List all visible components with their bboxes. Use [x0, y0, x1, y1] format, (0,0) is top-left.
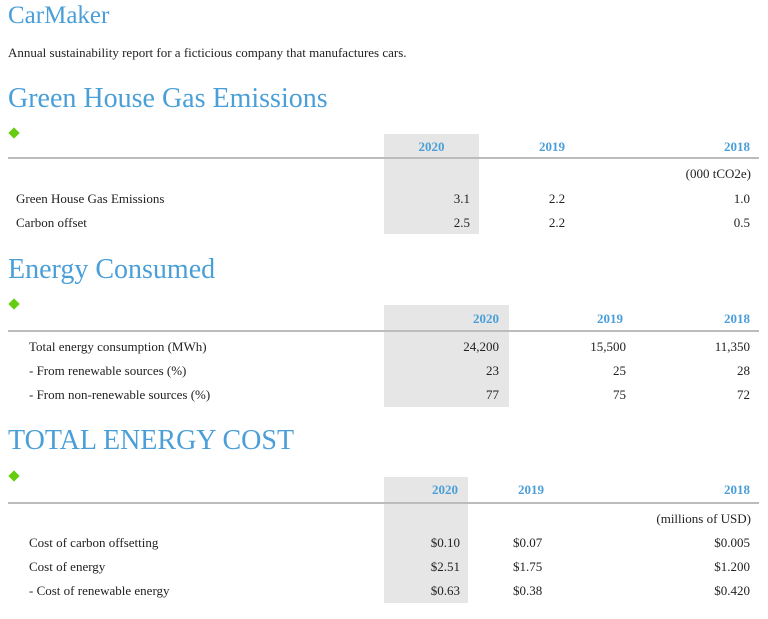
value-2018: 11,350: [714, 339, 750, 354]
year-header-2020: 2020: [432, 482, 458, 497]
row-label: Green House Gas Emissions: [16, 191, 165, 206]
value-2019: $0.07: [513, 535, 543, 550]
row-label: Cost of carbon offsetting: [29, 535, 159, 550]
section-marker-icon: [8, 127, 20, 139]
cost-section-title: TOTAL ENERGY COST: [8, 425, 295, 456]
header-rule: [8, 157, 759, 159]
table-row: Carbon offset 2.5 2.2 0.5: [0, 215, 768, 233]
value-2018: 28: [737, 363, 750, 378]
year-header-2020: 2020: [418, 139, 445, 154]
year-header-2018: 2018: [724, 482, 750, 497]
table-row: Total energy consumption (MWh) 24,200 15…: [0, 339, 768, 357]
table-row: - From non-renewable sources (%) 77 75 7…: [0, 387, 768, 405]
value-2018: $0.005: [714, 535, 750, 550]
value-2019: 75: [613, 387, 626, 402]
value-2018: $1.200: [714, 559, 750, 574]
highlight-column-2020: [384, 477, 468, 603]
year-header-2019: 2019: [518, 482, 544, 497]
value-2020: $0.10: [430, 535, 460, 550]
unit-label: (000 tCO2e): [685, 166, 751, 181]
value-2020: 2.5: [453, 215, 470, 230]
row-label: - From renewable sources (%): [29, 363, 187, 378]
year-header-2020: 2020: [473, 311, 499, 326]
year-header-2019: 2019: [597, 311, 623, 326]
row-label: Cost of energy: [29, 559, 106, 574]
value-2018: 1.0: [733, 191, 750, 206]
year-header-2018: 2018: [724, 139, 750, 154]
row-label: Carbon offset: [16, 215, 87, 230]
value-2020: 3.1: [453, 191, 470, 206]
value-2018: 72: [737, 387, 750, 402]
row-label: - From non-renewable sources (%): [29, 387, 211, 402]
year-header-2019: 2019: [539, 139, 565, 154]
value-2020: $2.51: [430, 559, 460, 574]
value-2020: 77: [486, 387, 499, 402]
section-marker-icon: [8, 298, 20, 310]
section-marker-icon: [8, 470, 20, 482]
table-row: - From renewable sources (%) 23 25 28: [0, 363, 768, 381]
value-2020: 24,200: [463, 339, 499, 354]
header-rule: [8, 330, 759, 332]
table-row: Cost of energy $2.51 $1.75 $1.200: [0, 559, 768, 577]
header-rule: [8, 502, 759, 504]
highlight-column-2020: [384, 305, 509, 407]
ghg-section-title: Green House Gas Emissions: [8, 83, 328, 114]
year-header-2018: 2018: [724, 311, 750, 326]
value-2018: 0.5: [733, 215, 750, 230]
company-name: CarMaker: [8, 2, 110, 29]
report-description: Annual sustainability report for a ficti…: [8, 45, 407, 60]
highlight-column-2020: [384, 134, 479, 234]
table-row: Cost of carbon offsetting $0.10 $0.07 $0…: [0, 535, 768, 553]
value-2019: 2.2: [548, 191, 566, 206]
value-2020: 23: [486, 363, 499, 378]
energy-section-title: Energy Consumed: [8, 254, 216, 285]
value-2019: 25: [613, 363, 626, 378]
unit-label: (millions of USD): [656, 511, 751, 526]
value-2019: $1.75: [513, 559, 543, 574]
row-label: - Cost of renewable energy: [29, 583, 170, 598]
value-2019: $0.38: [513, 583, 543, 598]
value-2018: $0.420: [714, 583, 750, 598]
table-row: Green House Gas Emissions 3.1 2.2 1.0: [0, 191, 768, 209]
table-row: - Cost of renewable energy $0.63 $0.38 $…: [0, 583, 768, 601]
value-2020: $0.63: [430, 583, 460, 598]
value-2019: 2.2: [548, 215, 566, 230]
row-label: Total energy consumption (MWh): [29, 339, 207, 354]
value-2019: 15,500: [590, 339, 626, 354]
